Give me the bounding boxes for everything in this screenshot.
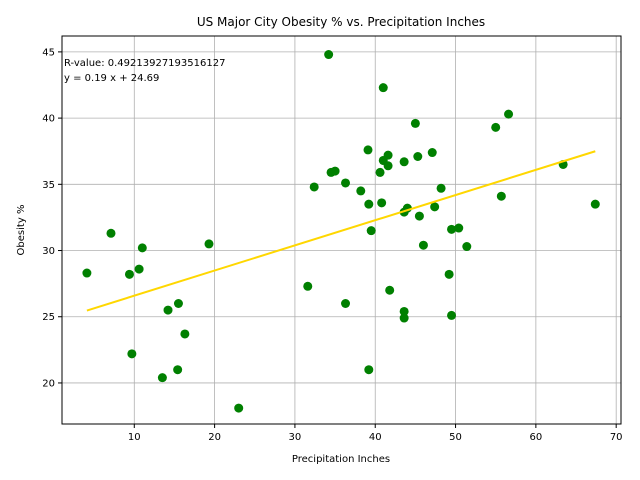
y-tick-label: 25 <box>42 312 55 323</box>
data-point <box>356 186 366 196</box>
data-point <box>375 167 385 177</box>
data-point <box>364 199 374 209</box>
data-point <box>427 148 437 158</box>
data-point <box>378 83 388 93</box>
x-tick-label: 40 <box>369 432 382 443</box>
data-point <box>436 183 446 193</box>
data-point <box>399 313 409 323</box>
data-point <box>399 157 409 167</box>
data-point <box>82 268 92 278</box>
data-point <box>590 199 600 209</box>
data-point <box>309 182 319 192</box>
data-point <box>383 161 393 171</box>
x-tick-label: 10 <box>128 432 141 443</box>
data-point <box>163 305 173 315</box>
y-tick-label: 45 <box>42 47 55 58</box>
x-tick-label: 70 <box>610 432 623 443</box>
data-point <box>430 202 440 212</box>
data-point <box>413 152 423 162</box>
x-axis-ticks: 10 20 30 40 50 60 70 <box>128 424 623 443</box>
data-point <box>324 50 334 60</box>
data-point <box>364 365 374 375</box>
data-point <box>106 228 116 238</box>
data-point <box>204 239 214 249</box>
data-point <box>462 242 472 252</box>
data-point <box>377 198 387 208</box>
y-tick-label: 30 <box>42 246 55 257</box>
data-point <box>134 264 144 274</box>
data-point <box>444 269 454 279</box>
data-point <box>173 365 183 375</box>
data-point <box>173 298 183 308</box>
data-point <box>234 403 244 413</box>
data-point <box>330 166 340 176</box>
data-point <box>447 224 457 234</box>
y-tick-label: 20 <box>42 378 55 389</box>
x-tick-label: 20 <box>208 432 221 443</box>
data-point <box>137 243 147 253</box>
x-axis-label: Precipitation Inches <box>292 454 390 465</box>
regression-equation: y = 0.19 x + 24.69 <box>64 73 159 84</box>
plot-area-frame <box>61 35 622 425</box>
data-point <box>127 349 137 359</box>
data-point <box>418 240 428 250</box>
data-point <box>341 298 351 308</box>
data-point <box>303 281 313 291</box>
data-point <box>447 310 457 320</box>
data-point <box>157 373 167 383</box>
y-tick-label: 40 <box>42 114 55 125</box>
data-point <box>399 306 409 316</box>
data-point <box>180 329 190 339</box>
x-tick-label: 50 <box>449 432 462 443</box>
x-tick-label: 30 <box>289 432 302 443</box>
data-point <box>341 178 351 188</box>
data-points <box>82 50 600 413</box>
data-point <box>124 269 134 279</box>
r-value-annotation: R-value: 0.49213927193516127 <box>64 58 225 69</box>
data-point <box>363 145 373 155</box>
y-tick-label: 35 <box>42 180 55 191</box>
data-point <box>414 211 424 221</box>
data-point <box>491 122 501 132</box>
data-point <box>496 191 506 201</box>
data-point <box>385 285 395 295</box>
y-axis-label: Obesity % <box>16 205 27 256</box>
y-axis-ticks: 20 25 30 35 40 45 <box>42 47 62 389</box>
regression-line <box>86 150 596 312</box>
data-point <box>504 109 514 119</box>
data-point <box>410 118 420 128</box>
data-point <box>454 223 464 233</box>
data-point <box>366 226 376 236</box>
x-tick-label: 60 <box>529 432 542 443</box>
chart-title: US Major City Obesity % vs. Precipitatio… <box>197 15 485 29</box>
data-point <box>383 150 393 160</box>
